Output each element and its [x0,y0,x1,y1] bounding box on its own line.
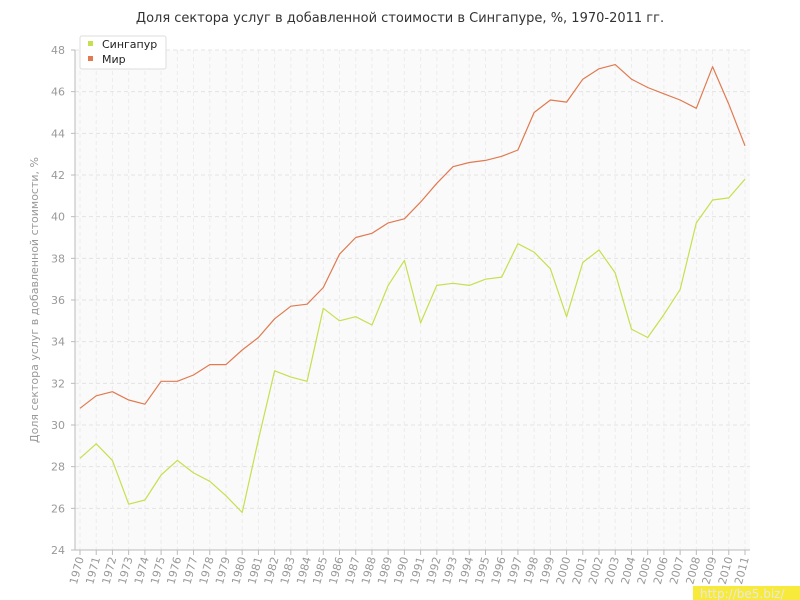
legend-box [79,35,167,70]
series-line-singapore [79,178,746,514]
y-tick-label: 46 [51,86,65,99]
legend-swatch-singapore [88,41,93,46]
y-tick-label: 40 [51,211,65,224]
y-tick-label: 24 [51,544,65,557]
y-tick-label: 38 [51,252,65,265]
watermark: http://be5.biz/ [693,586,800,600]
legend-label-world: Мир [102,53,126,66]
legend-label-singapore: Сингапур [102,38,157,51]
watermark-text: http://be5.biz/ [700,587,785,600]
y-tick-label: 48 [51,44,65,57]
legend-swatch-world [88,56,93,61]
y-tick-label: 26 [51,502,65,515]
series-layer [79,63,746,514]
chart-title: Доля сектора услуг в добавленной стоимос… [136,11,664,26]
y-tick-label: 32 [51,377,65,390]
y-tick-label: 28 [51,461,65,474]
y-tick-label: 30 [51,419,65,432]
legend: Сингапур Мир [79,35,167,70]
y-tick-label: 42 [51,169,65,182]
y-tick-label: 36 [51,294,65,307]
y-tick-label: 34 [51,336,65,349]
grid [75,49,750,550]
series-line-world [79,63,746,409]
y-axis-title: Доля сектора услуг в добавленной стоимос… [28,157,41,443]
y-tick-label: 44 [51,127,65,140]
